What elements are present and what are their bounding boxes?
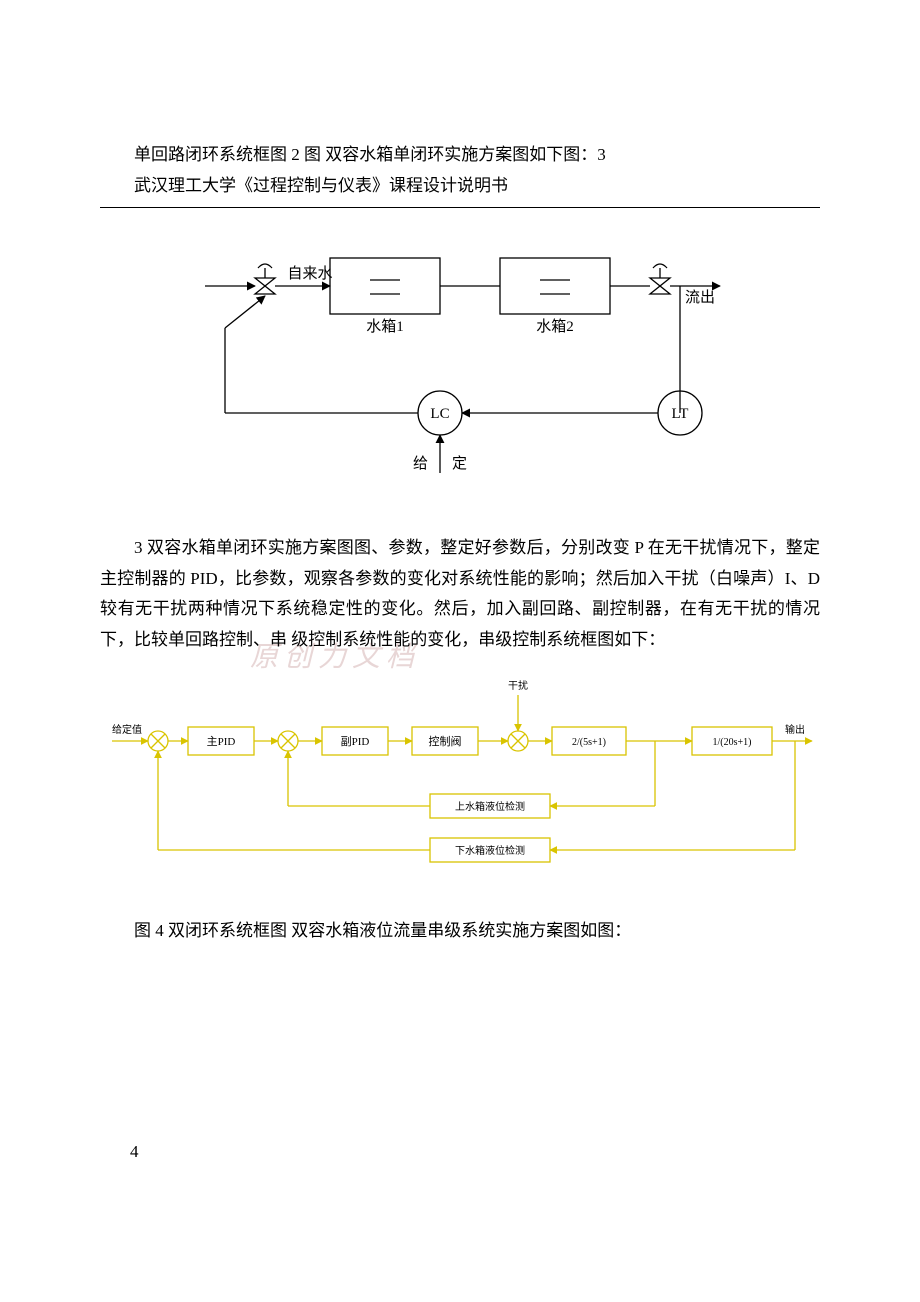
svg-text:干扰: 干扰 xyxy=(508,679,528,692)
header-rule xyxy=(100,207,820,208)
diagram-1-wrap: 自来水 水箱1 水箱2 流出 xyxy=(100,238,820,503)
svg-text:流出: 流出 xyxy=(685,289,715,306)
svg-text:下水箱液位检测: 下水箱液位检测 xyxy=(455,844,525,857)
diagram-2: 给定值 主PID 副PID xyxy=(100,671,820,881)
svg-text:LC: LC xyxy=(430,406,449,422)
svg-text:控制阀: 控制阀 xyxy=(429,734,462,748)
document-page: 原创力文档 单回路闭环系统框图 2 图 双容水箱单闭环实施方案图如下图：3 武汉… xyxy=(0,0,920,1302)
svg-text:给定值: 给定值 xyxy=(112,723,142,736)
paragraph-1-text: 3 双容水箱单闭环实施方案图图、参数，整定好参数后，分别改变 P 在无干扰情况下… xyxy=(100,533,820,655)
svg-text:2/(5s+1): 2/(5s+1) xyxy=(572,737,606,748)
caption-2: 图 4 双闭环系统框图 双容水箱液位流量串级系统实施方案图如图： xyxy=(100,916,820,947)
svg-text:LT: LT xyxy=(672,406,689,422)
svg-text:定: 定 xyxy=(452,455,467,472)
svg-text:1/(20s+1): 1/(20s+1) xyxy=(713,737,752,748)
paragraph-1: 3 双容水箱单闭环实施方案图图、参数，整定好参数后，分别改变 P 在无干扰情况下… xyxy=(100,533,820,655)
svg-text:输出: 输出 xyxy=(785,723,805,736)
svg-text:水箱1: 水箱1 xyxy=(366,318,404,335)
svg-text:上水箱液位检测: 上水箱液位检测 xyxy=(455,800,525,813)
line-2-header: 武汉理工大学《过程控制与仪表》课程设计说明书 xyxy=(100,171,820,202)
svg-text:给: 给 xyxy=(413,455,428,472)
diagram-1: 自来水 水箱1 水箱2 流出 xyxy=(180,238,740,498)
page-content: 单回路闭环系统框图 2 图 双容水箱单闭环实施方案图如下图：3 武汉理工大学《过… xyxy=(100,140,820,946)
svg-text:主PID: 主PID xyxy=(207,735,236,748)
page-number: 4 xyxy=(130,1142,139,1162)
svg-text:副PID: 副PID xyxy=(341,735,370,748)
svg-text:自来水: 自来水 xyxy=(287,265,332,282)
line-1: 单回路闭环系统框图 2 图 双容水箱单闭环实施方案图如下图：3 xyxy=(100,140,820,171)
svg-text:水箱2: 水箱2 xyxy=(536,318,574,335)
diagram-2-wrap: 给定值 主PID 副PID xyxy=(100,671,820,886)
